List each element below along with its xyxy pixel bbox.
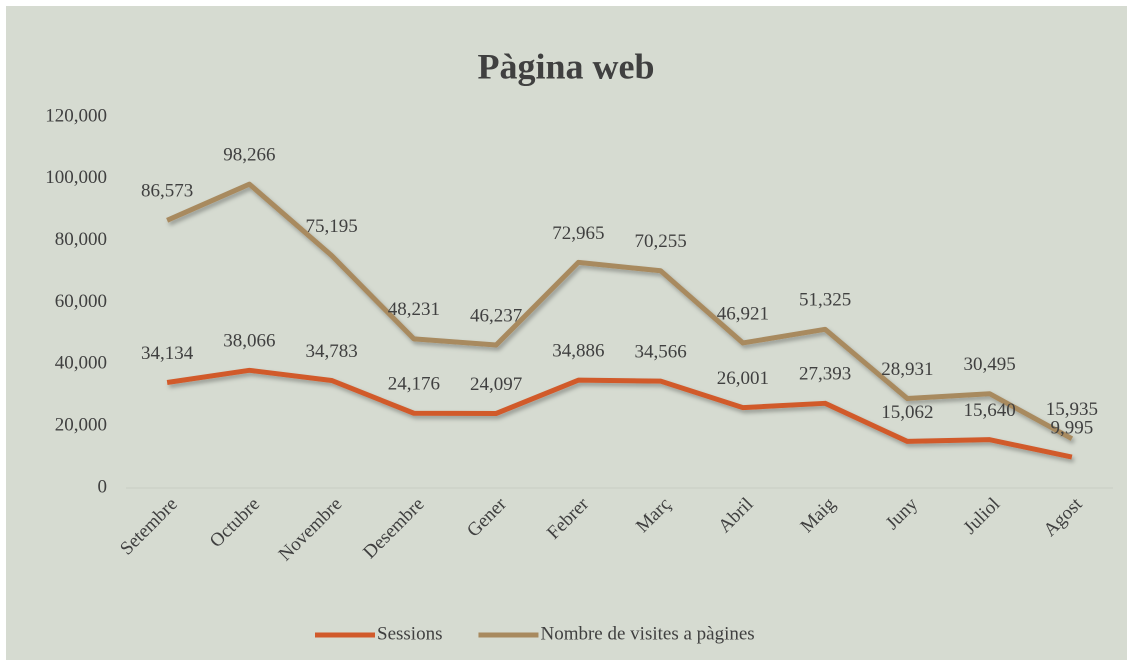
y-tick-label: 120,000 [45, 105, 107, 126]
data-label: 28,931 [881, 359, 933, 380]
chart-background [6, 6, 1127, 660]
data-label: 15,640 [964, 400, 1016, 421]
legend-item: Sessions [315, 623, 442, 644]
legend-label: Sessions [377, 623, 442, 644]
data-label: 86,573 [141, 181, 193, 202]
data-label: 15,062 [881, 402, 933, 423]
y-tick-label: 80,000 [55, 229, 107, 250]
y-tick-label: 60,000 [55, 291, 107, 312]
series-line [166, 181, 1074, 441]
data-label: 48,231 [388, 299, 440, 320]
data-label: 34,783 [306, 341, 358, 362]
data-label: 70,255 [635, 231, 687, 252]
data-label: 27,393 [799, 364, 851, 385]
data-label: 9,995 [1051, 417, 1094, 438]
data-label: 24,176 [388, 374, 440, 395]
data-label: 34,134 [141, 343, 194, 364]
chart-title: Pàgina web [477, 46, 654, 86]
y-tick-label: 40,000 [55, 353, 107, 374]
data-label: 26,001 [717, 368, 769, 389]
data-label: 72,965 [552, 223, 604, 244]
legend-label: Nombre de visites a pàgines [540, 623, 754, 644]
data-label: 98,266 [223, 145, 275, 166]
y-tick-label: 0 [98, 476, 108, 497]
data-label: 46,921 [717, 303, 769, 324]
data-label: 15,935 [1046, 399, 1098, 420]
data-label: 34,566 [635, 341, 687, 362]
data-label: 30,495 [964, 354, 1016, 375]
data-label: 75,195 [306, 216, 358, 237]
data-label: 38,066 [223, 331, 275, 352]
data-label: 51,325 [799, 290, 851, 311]
y-tick-label: 100,000 [45, 167, 107, 188]
series-line [166, 367, 1073, 460]
data-label: 34,886 [552, 341, 604, 362]
legend-item: Nombre de visites a pàgines [478, 623, 755, 644]
data-label: 46,237 [470, 305, 522, 326]
data-label: 24,097 [470, 374, 522, 395]
y-tick-label: 20,000 [55, 415, 107, 436]
